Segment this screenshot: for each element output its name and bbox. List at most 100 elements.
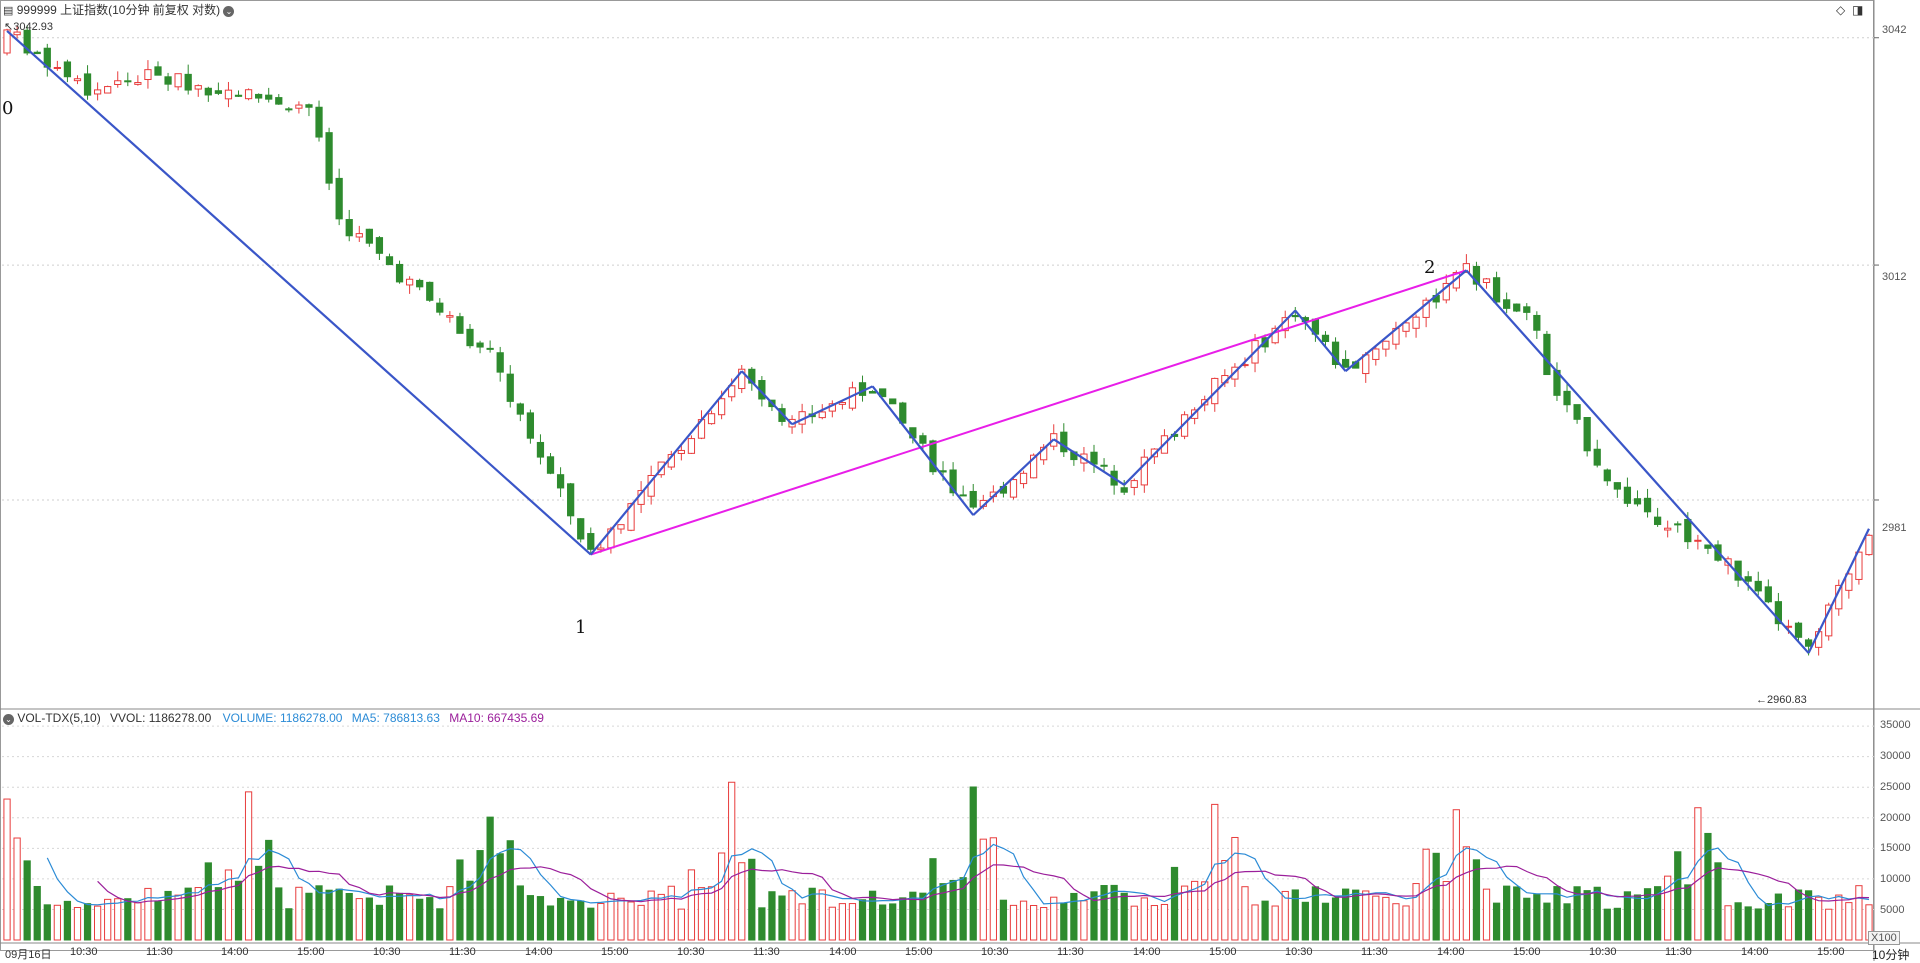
volume-bar xyxy=(104,898,112,941)
indicator-name[interactable]: VOL-TDX(5,10) xyxy=(17,711,101,725)
volume-bar xyxy=(1855,885,1863,941)
volume-bar xyxy=(436,908,444,941)
candle-body xyxy=(1382,340,1390,350)
volume-bar xyxy=(1271,905,1279,941)
volume-bar xyxy=(1221,860,1229,941)
candle-body xyxy=(1120,487,1128,493)
menu-icon[interactable]: ▤ xyxy=(3,5,14,17)
arrow-icon: ← xyxy=(1756,694,1767,706)
candle-body xyxy=(496,352,504,373)
candle-body xyxy=(1543,333,1551,376)
volume-bar xyxy=(174,894,182,941)
volume-bar xyxy=(778,895,786,941)
candle-body xyxy=(134,82,142,85)
volume-bar xyxy=(1452,809,1460,941)
volume-bar xyxy=(234,880,243,941)
candles xyxy=(3,25,1873,656)
volume-bar xyxy=(1231,836,1239,941)
volume-bar xyxy=(1100,885,1108,941)
period-label[interactable]: 10分钟 xyxy=(1872,948,1910,962)
price-tick-3012: 3012 xyxy=(1882,271,1907,283)
volume-bar xyxy=(265,839,273,941)
volume-bar xyxy=(426,897,434,941)
candle-body xyxy=(1804,639,1813,647)
volume-bar xyxy=(1825,908,1833,941)
candle-body xyxy=(1362,354,1370,375)
candle-body xyxy=(234,94,243,97)
volume-bar xyxy=(1613,907,1621,941)
volume-bar xyxy=(496,853,504,941)
time-label: 14:00 xyxy=(221,946,249,958)
volume-bar xyxy=(1513,886,1521,941)
candle-body xyxy=(677,449,685,454)
volume-bar xyxy=(748,858,756,941)
candle-body xyxy=(73,78,82,82)
candle-body xyxy=(446,315,454,318)
volume-bar xyxy=(1643,888,1652,941)
candle-body xyxy=(1764,586,1772,603)
candle-body xyxy=(1794,622,1803,638)
volume-bar xyxy=(1714,862,1722,941)
panel-toggle-icon[interactable]: ◨ xyxy=(1852,3,1864,17)
candle-body xyxy=(13,31,21,36)
diamond-icon[interactable]: ◇ xyxy=(1836,3,1846,17)
volume-bar xyxy=(144,887,152,941)
volume-bar xyxy=(1422,848,1430,941)
candle-body xyxy=(1291,314,1299,318)
candle-body xyxy=(1523,306,1531,313)
candle-body xyxy=(1563,390,1571,406)
candle-body xyxy=(295,104,303,109)
time-label: 11:30 xyxy=(1057,946,1084,958)
candle-body xyxy=(285,108,293,111)
volume-bar xyxy=(577,900,585,941)
candle-body xyxy=(818,411,826,419)
volume-bar xyxy=(798,903,806,941)
volume-bar xyxy=(1482,888,1491,941)
volume-bar xyxy=(526,895,535,941)
volume-bar xyxy=(939,883,947,941)
volume-bar xyxy=(728,781,736,941)
volume-bar xyxy=(53,904,61,941)
candle-body xyxy=(1664,527,1672,531)
volume-bar xyxy=(828,906,836,941)
volume-bar xyxy=(1180,885,1189,941)
vol-tick-35000: 35000 xyxy=(1880,719,1911,731)
volume-bar xyxy=(224,869,233,941)
time-label: 10:30 xyxy=(1285,946,1313,958)
volume-bar xyxy=(758,907,766,941)
volume-bar xyxy=(1533,894,1541,941)
candle-body xyxy=(1845,573,1853,591)
volume-bar xyxy=(325,889,333,941)
volume-bar xyxy=(1029,904,1038,941)
candle-body xyxy=(738,368,746,390)
volume-bar xyxy=(1523,897,1531,941)
vol-tick-30000: 30000 xyxy=(1880,750,1911,762)
volume-bar xyxy=(134,902,142,941)
volume-bar xyxy=(124,898,132,941)
settings-icon[interactable]: ⌄ xyxy=(223,6,235,17)
candle-body xyxy=(1462,263,1471,273)
time-label: 14:00 xyxy=(829,946,857,958)
candle-body xyxy=(305,104,313,108)
volume-bar xyxy=(1090,891,1098,941)
volume-bar xyxy=(879,904,887,941)
candle-body xyxy=(476,342,484,348)
volume-bar xyxy=(1140,897,1148,941)
candle-body xyxy=(1855,551,1863,580)
chart-title: 999999 上证指数(10分钟 前复权 对数) xyxy=(16,3,221,17)
volume-bar xyxy=(597,903,605,941)
wave-segment xyxy=(1123,309,1297,486)
volume-bar xyxy=(1060,902,1068,941)
volume-bar xyxy=(1653,886,1662,941)
volume-bars xyxy=(3,781,1873,941)
wave-segment xyxy=(791,385,874,426)
volume-bar xyxy=(375,904,384,941)
candle-body xyxy=(1412,316,1420,329)
volume-bar xyxy=(697,887,706,941)
volume-bar xyxy=(818,889,826,941)
volume-bar xyxy=(1352,889,1360,941)
main-chart-header: ▤ 999999 上证指数(10分钟 前复权 对数) ⌄ xyxy=(3,3,235,18)
candle-body xyxy=(214,90,223,94)
indicator-menu-icon[interactable]: ⌄ xyxy=(3,714,14,725)
